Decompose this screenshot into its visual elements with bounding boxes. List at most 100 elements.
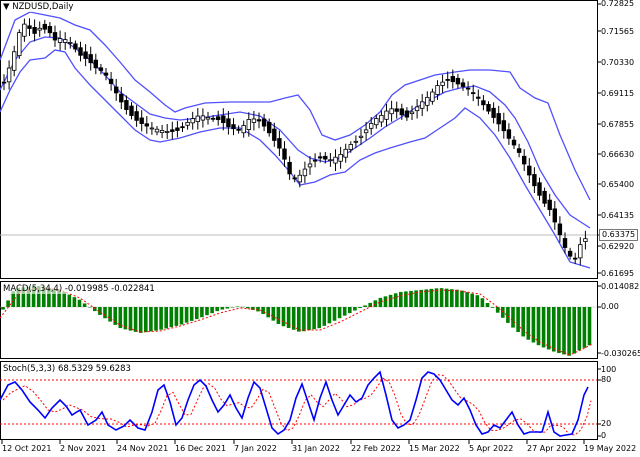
macd-bar bbox=[189, 307, 194, 321]
macd-bar bbox=[567, 307, 571, 356]
macd-bar bbox=[536, 307, 541, 346]
candle-body bbox=[547, 199, 552, 211]
macd-bar bbox=[138, 307, 143, 333]
candle-body bbox=[455, 77, 461, 85]
macd-bar bbox=[169, 307, 174, 328]
macd-bar bbox=[490, 307, 495, 308]
macd-bar bbox=[480, 298, 485, 307]
candle-body bbox=[277, 138, 282, 149]
price-pane[interactable] bbox=[0, 0, 598, 279]
candle-body bbox=[506, 129, 512, 139]
candle-body bbox=[231, 124, 236, 130]
candle-body bbox=[435, 85, 440, 95]
candle-body bbox=[134, 111, 139, 121]
candle-body bbox=[343, 148, 348, 158]
macd-bar bbox=[511, 307, 515, 328]
candle-body bbox=[98, 67, 104, 71]
macd-bar bbox=[302, 307, 306, 332]
symbol-label: NZDUSD,Daily bbox=[12, 2, 74, 12]
macd-bar bbox=[562, 307, 566, 355]
macd-bar bbox=[546, 307, 551, 350]
stoch-axis-label: 0 bbox=[601, 431, 607, 440]
macd-bar bbox=[42, 286, 46, 307]
macd-bar bbox=[108, 307, 112, 322]
price-label: 0.70330 bbox=[601, 58, 635, 67]
time-label: 5 Apr 2022 bbox=[469, 444, 514, 453]
macd-bar bbox=[399, 291, 403, 307]
macd-bar bbox=[57, 289, 61, 307]
dropdown-triangle-icon[interactable]: ▼ bbox=[3, 2, 10, 12]
macd-bar bbox=[424, 289, 429, 307]
candle-body bbox=[215, 116, 221, 121]
macd-bar bbox=[557, 307, 561, 354]
macd-bar bbox=[353, 307, 357, 311]
macd-bar bbox=[521, 307, 525, 337]
candle-body bbox=[88, 54, 93, 64]
macd-bar bbox=[332, 307, 337, 321]
macd-bar bbox=[541, 307, 546, 348]
macd-bar bbox=[393, 293, 398, 307]
macd-bar bbox=[577, 307, 582, 351]
macd-bar bbox=[11, 291, 15, 307]
macd-bar bbox=[337, 307, 342, 319]
macd-bar bbox=[266, 307, 270, 318]
macd-bar bbox=[516, 307, 520, 333]
macd-bar bbox=[36, 286, 41, 307]
macd-bar bbox=[220, 307, 225, 310]
macd-bar bbox=[144, 307, 148, 333]
macd-bar bbox=[404, 291, 408, 307]
candle-body bbox=[73, 43, 78, 50]
macd-bar bbox=[1, 307, 5, 310]
macd-bar bbox=[317, 307, 321, 329]
candle-body bbox=[465, 87, 471, 90]
macd-bar bbox=[383, 296, 388, 307]
macd-bar bbox=[495, 307, 500, 313]
candle-body bbox=[266, 121, 272, 134]
macd-bar bbox=[26, 286, 31, 307]
macd-bar bbox=[281, 307, 286, 327]
candle-body bbox=[374, 118, 379, 126]
macd-bar bbox=[388, 294, 393, 307]
candle-body bbox=[323, 155, 328, 160]
candle-body bbox=[491, 107, 496, 118]
macd-bar bbox=[358, 307, 362, 308]
macd-bar bbox=[200, 307, 204, 318]
macd-bar bbox=[526, 307, 531, 340]
macd-bar bbox=[179, 307, 184, 325]
macd-bar bbox=[531, 307, 536, 343]
macd-bar bbox=[455, 289, 459, 307]
macd-bar bbox=[256, 307, 260, 312]
macd-bar bbox=[103, 307, 107, 319]
candle-body bbox=[542, 190, 547, 204]
candle-body bbox=[119, 93, 124, 103]
candle-body bbox=[384, 110, 389, 120]
macd-bar bbox=[240, 306, 245, 308]
candle-body bbox=[78, 47, 83, 56]
stoch-title: Stoch(5,3,3) 68.5329 59.6283 bbox=[3, 364, 131, 374]
price-label: 0.67855 bbox=[601, 120, 635, 129]
macd-bar bbox=[230, 307, 235, 308]
candle-body bbox=[190, 118, 195, 124]
macd-bar bbox=[419, 289, 423, 307]
candle-body bbox=[154, 128, 160, 133]
candle-body bbox=[363, 129, 369, 134]
macd-bar bbox=[587, 307, 592, 346]
candle-body bbox=[394, 108, 399, 112]
macd-bar bbox=[582, 307, 587, 348]
candle-body bbox=[205, 117, 211, 120]
macd-bar bbox=[52, 288, 56, 307]
macd-bar bbox=[465, 292, 469, 307]
macd-bar bbox=[123, 307, 128, 330]
macd-title: MACD(5,34,4) -0.019985 -0.022841 bbox=[3, 284, 155, 294]
candle-body bbox=[11, 51, 17, 71]
price-label: 0.69115 bbox=[601, 89, 635, 98]
candle-body bbox=[409, 111, 415, 115]
macd-bar bbox=[118, 307, 123, 329]
macd-bar bbox=[67, 294, 72, 307]
candle-body bbox=[93, 59, 98, 69]
macd-bar bbox=[572, 307, 576, 354]
candle-body bbox=[6, 67, 12, 83]
macd-bar bbox=[475, 295, 480, 307]
macd-bar bbox=[460, 290, 464, 307]
